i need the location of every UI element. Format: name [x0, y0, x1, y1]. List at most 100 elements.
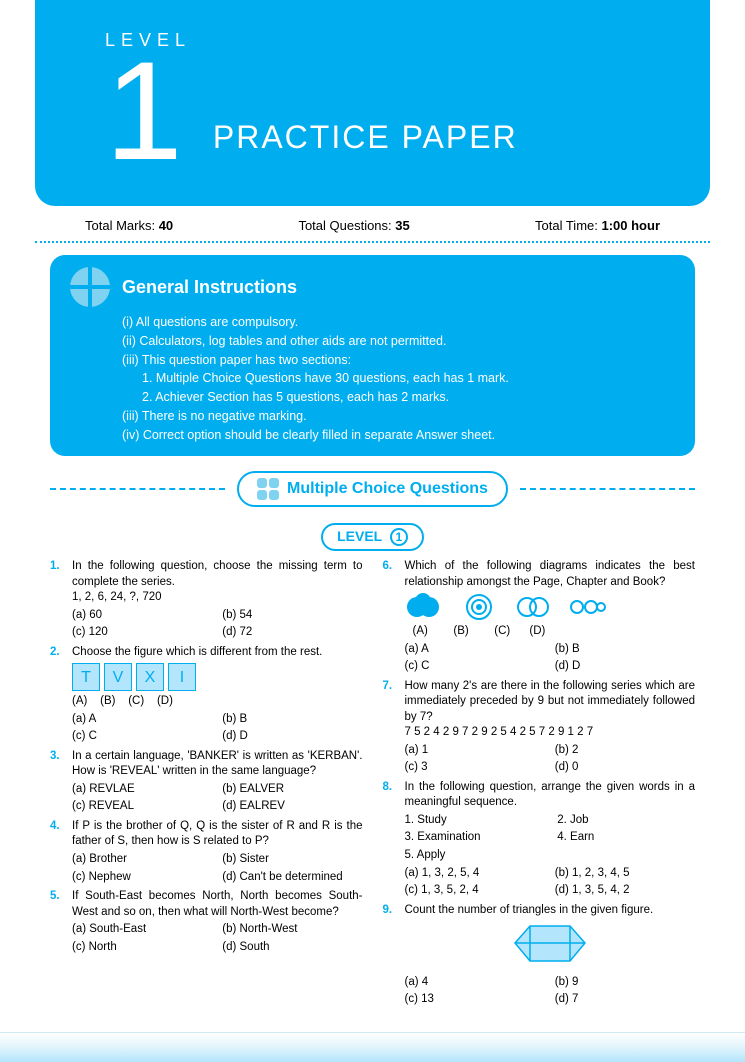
q-body: In the following question, arrange the g…: [405, 780, 696, 899]
header-row: 1 PRACTICE PAPER: [105, 51, 660, 181]
opt-c: (c) 120: [72, 625, 212, 641]
level-badge-wrap: LEVEL 1: [0, 519, 745, 559]
level-label: LEVEL: [105, 30, 660, 51]
q-num: 3.: [50, 749, 72, 815]
meta-row: Total Marks: 40 Total Questions: 35 Tota…: [35, 206, 710, 243]
question-5: 5. If South-East becomes North, North be…: [50, 889, 363, 955]
q-text: If P is the brother of Q, Q is the siste…: [72, 819, 363, 850]
q-options: (a) A (b) B (c) C (d) D: [405, 642, 696, 675]
venn-c: [513, 593, 553, 621]
opt-c: (c) North: [72, 940, 212, 956]
q-options: (a) REVLAE (b) EALVER (c) REVEAL (d) EAL…: [72, 782, 363, 815]
q-text: If South-East becomes North, North becom…: [72, 889, 363, 920]
opt-c: (c) Nephew: [72, 870, 212, 886]
level-number: 1: [105, 41, 183, 181]
instr-sub: 2. Achiever Section has 5 questions, eac…: [122, 388, 675, 407]
opt-d: (d) 72: [222, 625, 362, 641]
instructions-list: (i) All questions are compulsory. (ii) C…: [70, 313, 675, 444]
opt-b: (b) B: [222, 712, 362, 728]
section-pill: Multiple Choice Questions: [237, 471, 508, 507]
opt-c: (c) 3: [405, 760, 545, 776]
q-num: 5.: [50, 889, 72, 955]
q-options: (a) 1 (b) 2 (c) 3 (d) 0: [405, 743, 696, 776]
opt-a: (a) 4: [405, 975, 545, 991]
q-options: (a) A (b) B (c) C (d) D: [72, 712, 363, 745]
question-9: 9. Count the number of triangles in the …: [383, 903, 696, 1008]
q-body: Count the number of triangles in the giv…: [405, 903, 696, 1008]
column-left: 1. In the following question, choose the…: [50, 559, 363, 1011]
opt-d: (d) South: [222, 940, 362, 956]
question-2: 2. Choose the figure which is different …: [50, 645, 363, 745]
opt-b: (b) EALVER: [222, 782, 362, 798]
q-text: In the following question, choose the mi…: [72, 559, 363, 590]
opt-a: (a) A: [405, 642, 545, 658]
q-num: 8.: [383, 780, 405, 899]
target-icon: [70, 267, 110, 307]
opt-d: (d) 7: [555, 992, 695, 1008]
question-1: 1. In the following question, choose the…: [50, 559, 363, 641]
fig-b: V: [104, 663, 132, 691]
seq-1: 1. Study: [405, 813, 543, 829]
opt-c: (c) 1, 3, 5, 2, 4: [405, 883, 545, 899]
seq-4: 4. Earn: [557, 830, 695, 846]
instr-line: (iv) Correct option should be clearly fi…: [122, 426, 675, 445]
venn-d: [567, 593, 607, 621]
question-6: 6. Which of the following diagrams indic…: [383, 559, 696, 675]
sequence-items: 1. Study 2. Job 3. Examination 4. Earn 5…: [405, 813, 696, 864]
opt-b: (b) 9: [555, 975, 695, 991]
figure-row: T V X I: [72, 663, 363, 691]
instructions-box: General Instructions (i) All questions a…: [50, 255, 695, 456]
q-body: If South-East becomes North, North becom…: [72, 889, 363, 955]
opt-b: (b) 1, 2, 3, 4, 5: [555, 866, 695, 882]
triangle-figure: [405, 921, 696, 972]
opt-a: (a) 60: [72, 608, 212, 624]
fig-c: X: [136, 663, 164, 691]
q-options: (a) Brother (b) Sister (c) Nephew (d) Ca…: [72, 852, 363, 885]
opt-a: (a) REVLAE: [72, 782, 212, 798]
q-body: In the following question, choose the mi…: [72, 559, 363, 641]
instr-line: (ii) Calculators, log tables and other a…: [122, 332, 675, 351]
footer-wave: [0, 1032, 745, 1062]
q-text: Count the number of triangles in the giv…: [405, 903, 696, 919]
opt-d: (d) D: [555, 659, 695, 675]
fig-a: T: [72, 663, 100, 691]
instr-sub: 1. Multiple Choice Questions have 30 que…: [122, 369, 675, 388]
opt-d: (d) Can't be determined: [222, 870, 362, 886]
seq-3: 3. Examination: [405, 830, 543, 846]
opt-a: (a) 1: [405, 743, 545, 759]
q-num: 9.: [383, 903, 405, 1008]
q-series: 1, 2, 6, 24, ?, 720: [72, 590, 363, 606]
q-text: In a certain language, 'BANKER' is writt…: [72, 749, 363, 780]
q-options: (a) 60 (b) 54 (c) 120 (d) 72: [72, 608, 363, 641]
opt-a: (a) A: [72, 712, 212, 728]
total-time: Total Time: 1:00 hour: [535, 218, 660, 233]
level-badge: LEVEL 1: [321, 523, 424, 551]
instr-line: (iii) This question paper has two sectio…: [122, 351, 675, 370]
q-text: Choose the figure which is different fro…: [72, 645, 363, 661]
question-4: 4. If P is the brother of Q, Q is the si…: [50, 819, 363, 885]
q-body: If P is the brother of Q, Q is the siste…: [72, 819, 363, 885]
fig-labels: (A) (B) (C) (D): [405, 624, 696, 640]
question-8: 8. In the following question, arrange th…: [383, 780, 696, 899]
grid-icon: [257, 478, 279, 500]
opt-a: (a) 1, 3, 2, 5, 4: [405, 866, 545, 882]
q-num: 6.: [383, 559, 405, 675]
q-body: How many 2's are there in the following …: [405, 679, 696, 776]
instr-line: (i) All questions are compulsory.: [122, 313, 675, 332]
seq-2: 2. Job: [557, 813, 695, 829]
opt-b: (b) 2: [555, 743, 695, 759]
venn-a: [405, 593, 445, 621]
seq-5: 5. Apply: [405, 848, 543, 864]
fig-d: I: [168, 663, 196, 691]
section-banner: Multiple Choice Questions: [50, 471, 695, 507]
question-columns: 1. In the following question, choose the…: [0, 559, 745, 1031]
question-7: 7. How many 2's are there in the followi…: [383, 679, 696, 776]
opt-c: (c) 13: [405, 992, 545, 1008]
q-num: 2.: [50, 645, 72, 745]
fig-labels: (A) (B) (C) (D): [72, 694, 363, 710]
q-num: 7.: [383, 679, 405, 776]
q-options: (a) South-East (b) North-West (c) North …: [72, 922, 363, 955]
paper-title: PRACTICE PAPER: [213, 119, 518, 156]
instructions-header: General Instructions: [70, 267, 675, 307]
q-series: 7 5 2 4 2 9 7 2 9 2 5 4 2 5 7 2 9 1 2 7: [405, 725, 696, 741]
